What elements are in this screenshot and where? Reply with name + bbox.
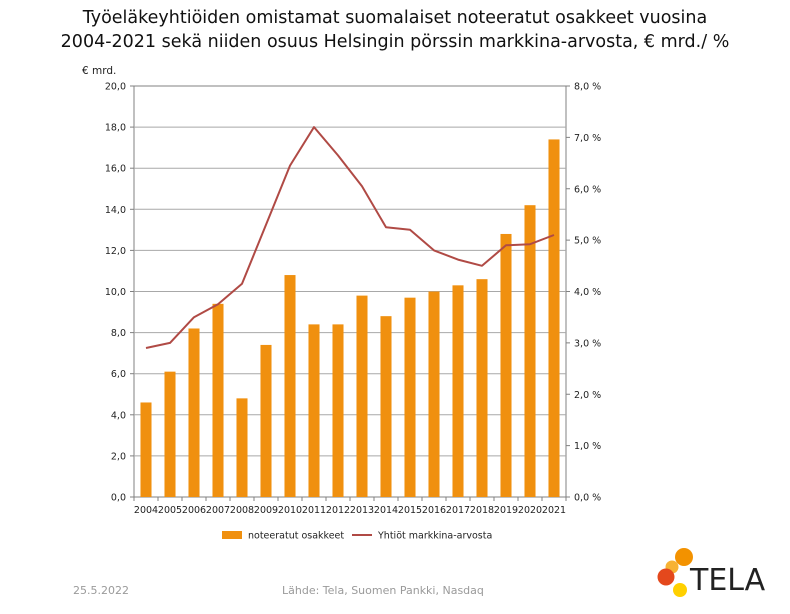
y-left-tick-label: 10,0 — [105, 287, 126, 298]
bar — [188, 328, 200, 497]
bar — [524, 205, 536, 497]
bar — [140, 402, 152, 497]
x-tick-label: 2007 — [206, 505, 230, 516]
x-tick-label: 2010 — [278, 505, 302, 516]
bar — [164, 371, 176, 497]
bar — [428, 291, 440, 497]
y-left-tick-label: 6,0 — [111, 369, 126, 380]
chart: 0,0 2,0 4,0 6,0 8,0 10,0 12,0 14,0 16,0 18,0 20,0 0… — [82, 65, 601, 542]
x-tick-label: 2014 — [374, 505, 398, 516]
y-right-tick-label: 7,0 % — [574, 133, 601, 144]
y-left-tick-label: 12,0 — [105, 246, 126, 257]
bar — [332, 324, 344, 497]
bar — [500, 233, 512, 497]
footer-date: 25.5.2022 — [73, 584, 129, 597]
x-tick-label: 2013 — [350, 505, 374, 516]
legend-swatch-bars — [222, 531, 242, 539]
y-right-tick-label: 2,0 % — [574, 390, 601, 401]
bar — [548, 139, 560, 497]
bar — [356, 295, 368, 497]
bar — [212, 303, 224, 497]
bar — [284, 275, 296, 497]
series-line — [145, 126, 555, 349]
x-tick-label: 2005 — [158, 505, 182, 516]
x-tick-label: 2004 — [134, 505, 158, 516]
x-tick-label: 2012 — [326, 505, 350, 516]
x-tick-label: 2021 — [542, 505, 566, 516]
bar — [476, 279, 488, 497]
bar — [260, 344, 272, 497]
y-left-tick-label: 4,0 — [111, 410, 126, 421]
y-right-tick-label: 0,0 % — [574, 493, 601, 504]
y-right-tick-label: 1,0 % — [574, 441, 601, 452]
y-right-tick-label: 6,0 % — [574, 184, 601, 195]
tela-logo-text: TELA — [690, 563, 766, 598]
x-tick-label: 2015 — [398, 505, 422, 516]
y-right-tick-label: 5,0 % — [574, 236, 601, 247]
bar — [380, 316, 392, 497]
y-left-tick-label: 16,0 — [105, 164, 126, 175]
y-left-tick-label: 0,0 — [111, 493, 126, 504]
legend-label-line: Yhtiöt markkina-arvosta — [377, 531, 492, 542]
y-right-tick-label: 3,0 % — [574, 338, 601, 349]
x-tick-label: 2020 — [518, 505, 542, 516]
tela-logo: TELA — [652, 544, 772, 604]
y-left-tick-label: 20,0 — [105, 82, 126, 93]
x-tick-label: 2009 — [254, 505, 278, 516]
legend-label-bars: noteeratut osakkeet — [248, 531, 344, 542]
y-right-tick-label: 4,0 % — [574, 287, 601, 298]
bar — [308, 324, 320, 497]
chart-title-line-1: Työeläkeyhtiöiden omistamat suomalaiset … — [82, 8, 708, 28]
bar — [452, 285, 464, 497]
x-tick-label: 2018 — [470, 505, 494, 516]
x-tick-label: 2019 — [494, 505, 518, 516]
chart-title-line-2: 2004-2021 sekä niiden osuus Helsingin pö… — [60, 32, 730, 52]
footer-source: Lähde: Tela, Suomen Pankki, Nasdaq — [282, 584, 484, 597]
bar — [404, 297, 416, 497]
chart-title: Työeläkeyhtiöiden omistamat suomalaiset … — [0, 6, 790, 54]
x-tick-label: 2016 — [422, 505, 446, 516]
y-right-tick-label: 8,0 % — [574, 82, 601, 93]
bar — [236, 398, 248, 497]
y-left-tick-label: 14,0 — [105, 205, 126, 216]
y-left-axis-label: € mrd. — [82, 65, 116, 77]
x-tick-label: 2011 — [302, 505, 326, 516]
y-left-tick-label: 2,0 — [111, 451, 126, 462]
x-tick-label: 2006 — [182, 505, 206, 516]
y-left-tick-label: 8,0 — [111, 328, 126, 339]
y-left-tick-label: 18,0 — [105, 123, 126, 134]
x-tick-label: 2008 — [230, 505, 254, 516]
tela-logo-mark — [657, 548, 693, 597]
x-tick-label: 2017 — [446, 505, 470, 516]
